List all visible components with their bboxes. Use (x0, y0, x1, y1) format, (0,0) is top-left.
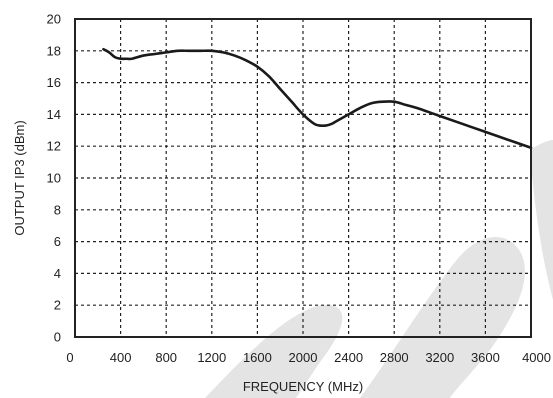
y-tick-label: 12 (47, 139, 61, 154)
y-tick-label: 20 (47, 12, 61, 27)
x-tick-label: 400 (110, 350, 132, 365)
watermark-swoosh-edge (530, 140, 553, 300)
x-tick-label: 2800 (380, 350, 409, 365)
y-tick-label: 16 (47, 75, 61, 90)
y-tick-labels: 0 2 4 6 8 10 12 14 16 18 20 (47, 12, 61, 345)
y-tick-label: 10 (47, 171, 61, 186)
x-tick-label: 1200 (197, 350, 226, 365)
watermark-swoosh (205, 140, 553, 398)
x-tick-label: 3600 (471, 350, 500, 365)
x-tick-labels: 0 400 800 1200 1600 2000 2400 2800 3200 3600 4000 (66, 350, 551, 365)
x-axis-label: FREQUENCY (MHz) (243, 379, 363, 394)
grid (75, 19, 531, 337)
y-tick-label: 4 (54, 266, 61, 281)
y-tick-label: 14 (47, 107, 61, 122)
x-tick-label: 3200 (425, 350, 454, 365)
x-tick-label: 2000 (289, 350, 318, 365)
x-tick-label: 1600 (243, 350, 272, 365)
x-tick-label: 0 (66, 350, 73, 365)
y-axis-label: OUTPUT IP3 (dBm) (12, 120, 27, 235)
x-tick-label: 800 (155, 350, 177, 365)
watermark-swoosh-left (205, 304, 343, 398)
plot-frame (74, 18, 532, 338)
watermark-swoosh-right (360, 237, 525, 398)
y-tick-label: 18 (47, 43, 61, 58)
y-tick-label: 8 (54, 202, 61, 217)
y-tick-label: 0 (54, 330, 61, 345)
x-tick-label: 2400 (334, 350, 363, 365)
series-line (102, 47, 533, 150)
x-tick-label: 4000 (522, 350, 551, 365)
y-tick-label: 2 (54, 298, 61, 313)
y-tick-label: 6 (54, 234, 61, 249)
